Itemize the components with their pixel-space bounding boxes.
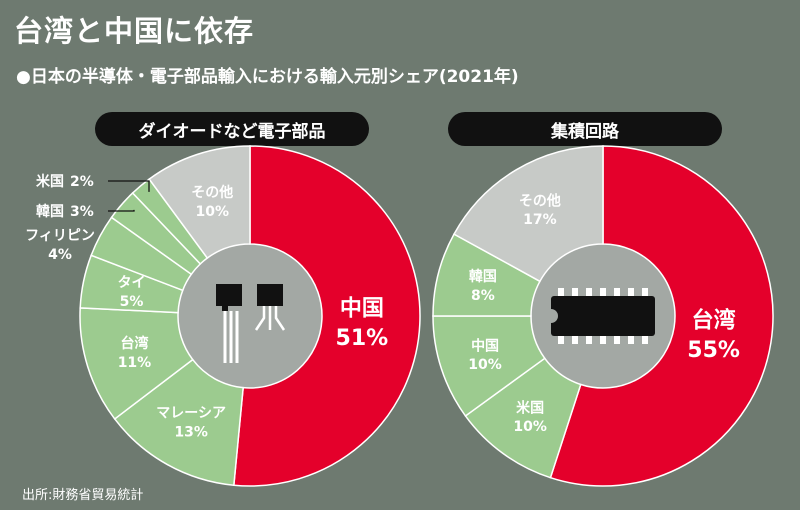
electronic-parts-donut: 中国 51% マレーシア 13% 台湾 11% タイ 5% フィリピン 4% その他 10% 韓国 3% 米… [25, 145, 421, 487]
slice-name: 台湾 [120, 335, 148, 352]
slice-name: 米国 [516, 399, 544, 416]
chip-pin [614, 288, 620, 297]
chart-title: 台湾と中国に依存 [14, 14, 255, 48]
chip-pin [558, 335, 564, 344]
slice-value: 4% [48, 247, 72, 263]
slice-value: 10% [468, 357, 502, 373]
slice-value: 51% [336, 326, 389, 351]
slice-value: 11% [118, 355, 152, 371]
slice-label: マレーシア 13% [156, 406, 226, 441]
slice-label: 韓国 3% [36, 203, 94, 220]
left-chart-title: ダイオードなど電子部品 [95, 112, 369, 146]
integrated-circuit-chip-icon [551, 288, 655, 344]
slice-value: 8% [471, 288, 495, 304]
slice-name: 中国 [340, 296, 384, 321]
slice-value: 17% [523, 212, 557, 228]
slice-name: マレーシア [156, 406, 226, 422]
donut-slice [148, 145, 251, 260]
chip-pin [558, 288, 564, 297]
slice-name: 韓国 [36, 203, 64, 220]
slice-value: 10% [195, 204, 229, 220]
slice-label: 台湾 11% [118, 335, 152, 371]
diode-transistor-icon [216, 284, 286, 363]
slice-label: 中国 51% [336, 296, 389, 351]
slice-name: その他 [519, 192, 561, 209]
slice-value: 10% [513, 419, 547, 435]
slice-name: フィリピン [25, 228, 95, 244]
slice-name: その他 [191, 184, 233, 201]
right-chart-title: 集積回路 [448, 112, 722, 146]
chip-pin [600, 288, 606, 297]
slice-value: 2% [70, 174, 94, 190]
leader-line [108, 209, 135, 212]
chip-pin [586, 288, 592, 297]
slice-value: 13% [174, 425, 208, 441]
slice-label: タイ 5% [118, 275, 146, 310]
integrated-circuit-donut: 台湾 55% 米国 10% 中国 10% 韓国 8% その他 17% [432, 145, 774, 487]
chip-pin [628, 335, 634, 344]
slice-label: その他 10% [191, 184, 233, 220]
slice-name: 米国 [36, 173, 64, 190]
slice-name: タイ [118, 275, 146, 291]
slice-label: その他 17% [519, 192, 561, 228]
chart-subtitle: ●日本の半導体・電子部品輸入における輸入元別シェア(2021年) [16, 67, 519, 87]
chip-pin [600, 335, 606, 344]
slice-label: フィリピン 4% [25, 228, 95, 263]
chip-pin [642, 335, 648, 344]
slice-name: 台湾 [692, 308, 736, 334]
slice-value: 55% [687, 338, 740, 363]
slice-name: 韓国 [469, 268, 497, 285]
donut-hole [178, 244, 322, 388]
donut-slice [453, 145, 604, 283]
chip-pin [572, 335, 578, 344]
chip-pin [628, 288, 634, 297]
source-note: 出所:財務省貿易統計 [22, 488, 144, 503]
donut-slice [549, 145, 774, 487]
slice-label: 中国 10% [468, 337, 502, 373]
slice-label: 台湾 55% [687, 308, 740, 364]
slice-name: 中国 [471, 337, 499, 354]
donut-slice [233, 145, 421, 487]
chip-pin [642, 288, 648, 297]
slice-label: 米国 2% [36, 173, 94, 190]
slice-value: 3% [70, 204, 94, 220]
slice-label: 韓国 8% [469, 268, 497, 304]
leader-line [108, 180, 150, 192]
chip-pin [614, 335, 620, 344]
chip-pin [586, 335, 592, 344]
chip-pin [572, 288, 578, 297]
slice-label: 米国 10% [513, 399, 547, 435]
slice-value: 5% [120, 294, 144, 310]
